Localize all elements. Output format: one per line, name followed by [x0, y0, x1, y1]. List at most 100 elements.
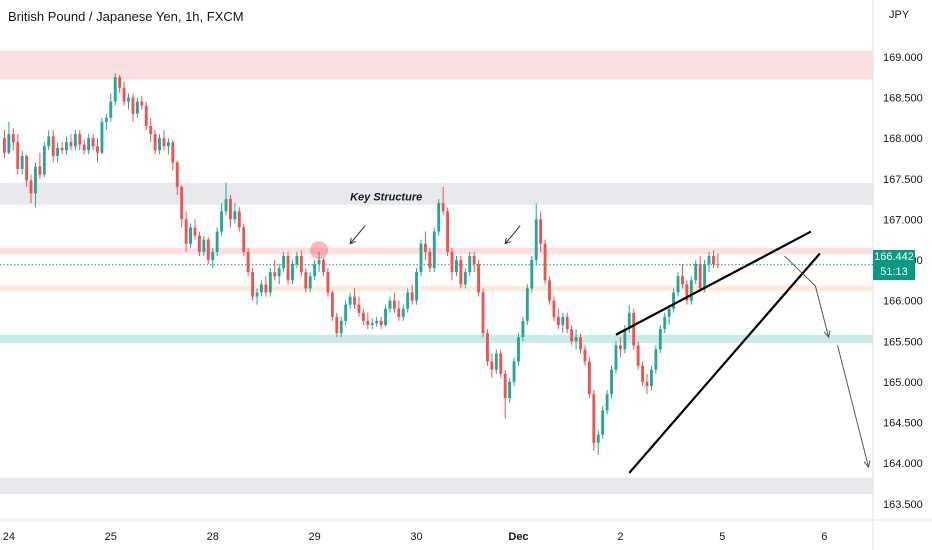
time-tick-label: 25	[105, 531, 117, 543]
candle-body	[295, 255, 299, 265]
candle-body	[565, 316, 569, 330]
candle-body	[348, 296, 352, 305]
pointer-arrow-head-icon	[349, 237, 356, 245]
candle-body	[649, 369, 653, 386]
candle-body	[344, 304, 348, 321]
candle-body	[38, 166, 42, 175]
candle-body	[162, 138, 166, 147]
chart-title: British Pound / Japanese Yen, 1h, FXCM	[8, 9, 244, 24]
candle-body	[20, 156, 24, 169]
candle-body	[175, 162, 179, 187]
candle-body	[131, 97, 135, 114]
price-tick-label: 167.500	[883, 174, 923, 186]
time-tick-label: 30	[410, 531, 422, 543]
candle-body	[29, 180, 33, 194]
candle-body	[698, 264, 702, 289]
candle-body	[224, 199, 228, 212]
candle-body	[286, 255, 290, 281]
candle-body	[512, 361, 516, 382]
candle-body	[96, 146, 99, 153]
price-tick-label: 168.000	[883, 133, 923, 145]
candle-body	[503, 373, 507, 399]
candle-body	[579, 337, 582, 350]
candle-body	[508, 381, 512, 399]
candle-body	[171, 142, 175, 163]
candle-body	[65, 142, 68, 151]
candle-body	[255, 292, 259, 297]
arrow-head-icon	[863, 460, 871, 469]
candle-body	[428, 251, 432, 269]
time-tick-label: 5	[719, 531, 725, 543]
candle-body	[357, 304, 361, 313]
last-price-badge: 166.442	[873, 250, 915, 265]
candle-body	[104, 117, 108, 122]
candle-body	[455, 260, 458, 273]
candle-body	[384, 308, 387, 325]
candle-body	[34, 166, 37, 194]
candle-body	[583, 349, 587, 362]
candle-body	[392, 300, 396, 309]
candle-body	[197, 235, 201, 252]
candle-body	[663, 316, 667, 330]
candle-body	[135, 101, 139, 114]
candle-body	[118, 77, 122, 88]
projection-path	[784, 255, 830, 338]
candle-body	[237, 211, 241, 228]
candle-body	[73, 134, 77, 147]
candle-body	[158, 138, 161, 151]
neutral-zone	[0, 182, 873, 205]
time-tick-label: Dec	[508, 531, 528, 543]
candle-body	[78, 134, 82, 145]
resistance-zone	[0, 50, 873, 80]
candle-body	[667, 308, 671, 317]
candle-body	[645, 381, 649, 386]
candle-body	[260, 284, 263, 293]
currency-label: JPY	[889, 9, 910, 21]
time-tick-label: 29	[309, 531, 321, 543]
pointer-arrow-head-icon	[504, 237, 511, 245]
candle-body	[127, 97, 130, 102]
candle-body	[60, 147, 64, 151]
candle-body	[339, 320, 343, 334]
candle-body	[366, 320, 370, 325]
candle-body	[681, 276, 684, 285]
candle-body	[423, 243, 427, 252]
price-tick-label: 169.000	[883, 52, 923, 64]
candle-body	[370, 323, 374, 325]
candle-body	[658, 329, 662, 350]
candle-body	[335, 316, 339, 334]
candle-body	[153, 134, 157, 151]
candle-body	[180, 186, 184, 220]
candle-body	[610, 369, 613, 395]
time-tick-label: 28	[207, 531, 219, 543]
candle-body	[51, 136, 55, 156]
candle-body	[242, 227, 246, 252]
candle-body	[539, 219, 543, 244]
candle-body	[472, 255, 476, 265]
candle-body	[42, 146, 46, 175]
candle-body	[87, 138, 91, 151]
candle-body	[570, 329, 574, 342]
candle-body	[587, 361, 591, 395]
candle-body	[406, 292, 410, 309]
candle-body	[353, 296, 356, 305]
candle-body	[543, 243, 547, 281]
price-tick-label: 165.500	[883, 336, 923, 348]
candle-body	[375, 320, 379, 324]
price-tick-label: 163.500	[883, 499, 923, 511]
candle-body	[397, 308, 401, 317]
candle-body	[641, 365, 645, 382]
candle-body	[189, 227, 192, 244]
candle-body	[91, 138, 95, 147]
candle-body	[525, 288, 529, 321]
candle-body	[317, 260, 321, 265]
candle-body	[277, 268, 281, 277]
candle-body	[313, 264, 317, 277]
candle-body	[486, 333, 489, 362]
candle-body	[614, 345, 618, 370]
candle-body	[654, 349, 658, 370]
candle-body	[273, 272, 277, 277]
candle-body	[11, 134, 15, 143]
arrow-head-icon	[823, 330, 831, 339]
